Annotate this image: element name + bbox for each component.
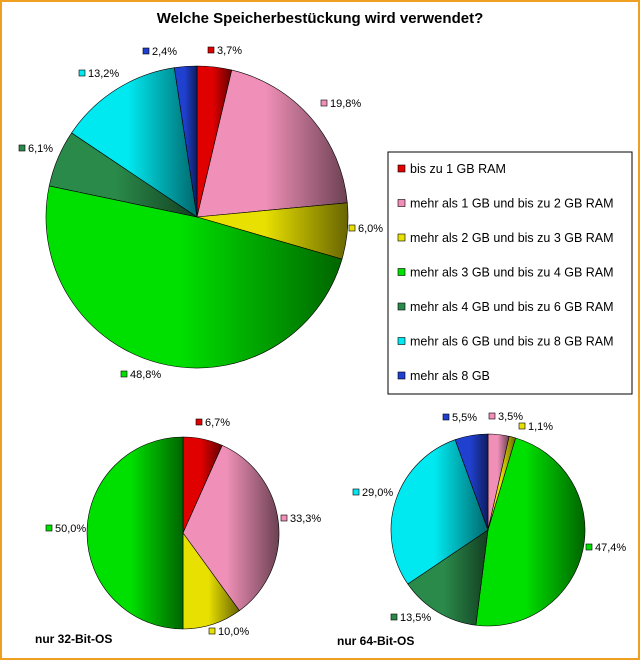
pie-64bit-label-marker-6 <box>442 413 450 421</box>
pie-32bit-slice-4 <box>86 436 184 630</box>
pie-main: 3,7% 19,8% 6,0% 48,8% 6,1% 13,2% 2,4% <box>18 45 383 381</box>
pie-32bit-slice-2 <box>182 444 280 612</box>
legend: bis zu 1 GB RAM mehr als 1 GB und bis zu … <box>387 151 633 395</box>
pie-64bit-data-label-6: 5,5% <box>452 412 477 424</box>
legend-swatch-5 <box>397 302 406 311</box>
pie-64bit-slice-6 <box>454 433 489 531</box>
pie-main-label-marker-6 <box>78 69 86 77</box>
legend-label-6: mehr als 6 GB und bis zu 8 GB RAM <box>410 335 614 349</box>
legend-label-4: mehr als 3 GB und bis zu 4 GB RAM <box>410 266 614 280</box>
legend-swatch-1 <box>397 164 406 173</box>
pie-main-data-label-3: 6,0% <box>358 223 383 235</box>
legend-swatch-4 <box>397 268 406 276</box>
pie-32bit-label-marker-2 <box>280 514 288 522</box>
pie-32bit-label-marker-4 <box>45 524 53 532</box>
pie-32bit-data-label-2: 33,3% <box>290 513 321 525</box>
pie-64bit-label-marker-5 <box>352 488 360 496</box>
pie-32bit: 6,7% 33,3% 10,0% 50,0% <box>45 417 321 638</box>
pie-main-label-marker-7 <box>142 47 150 55</box>
pie-main-label-marker-5 <box>18 144 26 152</box>
pie-64bit-slice-5 <box>390 439 489 585</box>
pie-64bit-data-label-4: 13,5% <box>400 612 431 624</box>
caption-64bit: nur 64-Bit-OS <box>337 634 414 648</box>
pie-main-slice-7 <box>173 65 198 218</box>
pie-32bit-data-label-3: 10,0% <box>218 626 249 638</box>
legend-swatch-3 <box>397 233 406 242</box>
pie-main-label-marker-1 <box>207 46 215 54</box>
pie-64bit-label-marker-3 <box>585 543 593 551</box>
pie-main-slice-4 <box>45 185 343 369</box>
pie-main-data-label-4: 48,8% <box>130 369 161 381</box>
pie-main-slice-6 <box>71 67 198 218</box>
pie-main-data-label-5: 6,1% <box>28 143 53 155</box>
pie-64bit-data-label-2: 1,1% <box>528 421 553 433</box>
pie-32bit-label-marker-1 <box>195 418 203 426</box>
legend-label-3: mehr als 2 GB und bis zu 3 GB RAM <box>410 231 614 245</box>
pie-64bit-data-label-1: 3,5% <box>498 411 523 423</box>
pie-64bit-slice-4 <box>407 529 489 626</box>
pie-64bit: 3,5% 1,1% 47,4% 13,5% 29,0% 5,5% <box>352 411 626 627</box>
pie-main-data-label-7: 2,4% <box>152 46 177 58</box>
pie-main-slice-2 <box>196 69 348 218</box>
pie-main-label-marker-4 <box>120 370 128 378</box>
legend-label-1: bis zu 1 GB RAM <box>410 162 506 176</box>
legend-box <box>387 151 633 395</box>
pie-32bit-data-label-4: 50,0% <box>55 523 86 535</box>
chart-title: Welche Speicherbestückung wird verwendet… <box>157 10 483 27</box>
pie-32bit-label-marker-3 <box>208 627 216 635</box>
legend-swatch-2 <box>397 199 406 207</box>
legend-label-5: mehr als 4 GB und bis zu 6 GB RAM <box>410 300 614 314</box>
pie-main-label-marker-2 <box>320 99 328 107</box>
pie-64bit-label-marker-1 <box>488 412 496 420</box>
legend-swatch-6 <box>397 337 406 345</box>
pie-64bit-label-marker-4 <box>390 613 398 621</box>
pie-64bit-data-label-5: 29,0% <box>362 487 393 499</box>
pie-64bit-label-marker-2 <box>518 422 526 430</box>
caption-32bit: nur 32-Bit-OS <box>35 632 112 646</box>
pie-main-data-label-2: 19,8% <box>330 98 361 110</box>
pie-main-data-label-6: 13,2% <box>88 68 119 80</box>
pie-64bit-slice-3 <box>475 437 586 627</box>
legend-label-2: mehr als 1 GB und bis zu 2 GB RAM <box>410 197 614 211</box>
pie-main-data-label-1: 3,7% <box>217 45 242 57</box>
pie-32bit-data-label-1: 6,7% <box>205 417 230 429</box>
pie-main-label-marker-3 <box>348 224 356 232</box>
legend-label-7: mehr als 8 GB <box>410 369 490 383</box>
legend-swatch-7 <box>397 371 406 380</box>
pie-64bit-data-label-3: 47,4% <box>595 542 626 554</box>
